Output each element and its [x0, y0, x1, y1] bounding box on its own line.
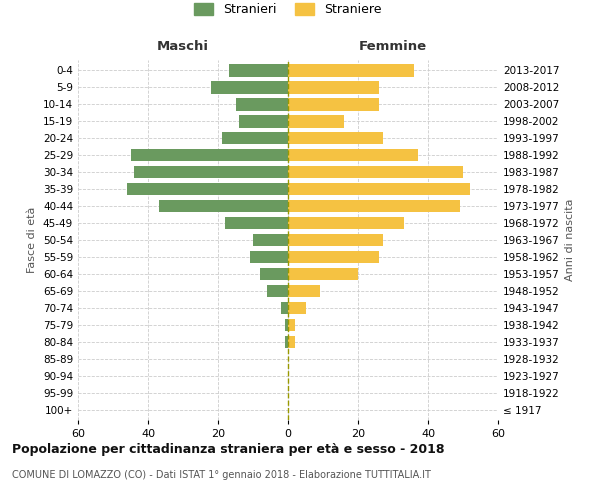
Bar	[281, 302, 288, 314]
Text: Popolazione per cittadinanza straniera per età e sesso - 2018: Popolazione per cittadinanza straniera p…	[12, 442, 445, 456]
Bar	[130, 148, 288, 162]
Bar	[288, 318, 295, 332]
Text: COMUNE DI LOMAZZO (CO) - Dati ISTAT 1° gennaio 2018 - Elaborazione TUTTITALIA.IT: COMUNE DI LOMAZZO (CO) - Dati ISTAT 1° g…	[12, 470, 431, 480]
Bar	[284, 336, 288, 348]
Bar	[260, 268, 288, 280]
Bar	[250, 250, 288, 264]
Bar	[288, 148, 418, 162]
Bar	[288, 302, 305, 314]
Bar	[288, 200, 460, 212]
Text: Femmine: Femmine	[359, 40, 427, 53]
Bar	[288, 268, 358, 280]
Bar	[235, 98, 288, 110]
Bar	[288, 216, 404, 230]
Bar	[288, 336, 295, 348]
Bar	[288, 234, 383, 246]
Bar	[288, 64, 414, 76]
Bar	[267, 284, 288, 298]
Bar	[127, 182, 288, 196]
Legend: Stranieri, Straniere: Stranieri, Straniere	[190, 0, 386, 22]
Bar	[253, 234, 288, 246]
Y-axis label: Anni di nascita: Anni di nascita	[565, 198, 575, 281]
Bar	[288, 115, 344, 128]
Bar	[288, 284, 320, 298]
Bar	[288, 182, 470, 196]
Bar	[134, 166, 288, 178]
Y-axis label: Fasce di età: Fasce di età	[28, 207, 37, 273]
Bar	[288, 98, 379, 110]
Bar	[221, 132, 288, 144]
Bar	[225, 216, 288, 230]
Bar	[288, 81, 379, 94]
Bar	[288, 166, 463, 178]
Bar	[288, 132, 383, 144]
Bar	[239, 115, 288, 128]
Bar	[211, 81, 288, 94]
Bar	[284, 318, 288, 332]
Text: Maschi: Maschi	[157, 40, 209, 53]
Bar	[229, 64, 288, 76]
Bar	[288, 250, 379, 264]
Bar	[158, 200, 288, 212]
